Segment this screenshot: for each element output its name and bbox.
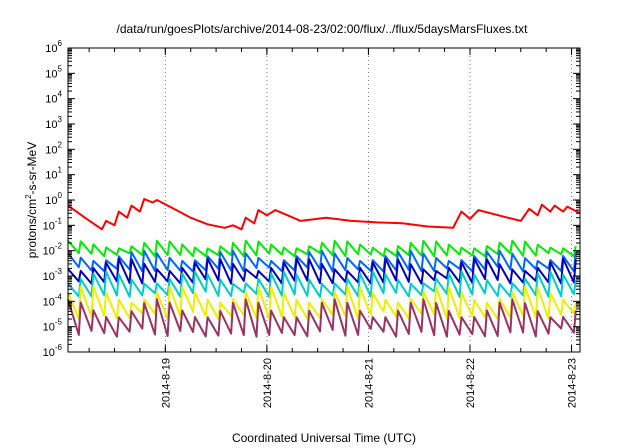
series-line — [67, 239, 577, 258]
x-tick-label: 2014-8-21 — [363, 358, 375, 408]
y-tick-label: 10-4 — [43, 292, 63, 308]
y-axis: 10-6 10-5 10-4 10-3 10-2 10-1 100 101 102 103 104 1… — [43, 39, 580, 359]
series-line — [67, 270, 577, 298]
y-tick-label: 10-2 — [43, 242, 63, 258]
series-line — [67, 257, 577, 285]
y-tick-label: 10-1 — [43, 216, 63, 232]
y-tick-label: 103 — [45, 115, 62, 131]
series-line — [67, 198, 581, 231]
y-tick-label: 101 — [45, 166, 62, 182]
x-tick-label: 2014-8-20 — [262, 358, 274, 408]
y-tick-label: 100 — [45, 191, 62, 207]
y-tick-label: 106 — [45, 39, 62, 55]
grid — [164, 48, 573, 352]
x-tick-label: 2014-8-22 — [465, 358, 477, 408]
y-tick-label: 105 — [45, 64, 62, 80]
x-tick-label: 2014-8-19 — [160, 358, 172, 408]
y-tick-label: 104 — [45, 90, 62, 106]
x-axis: 2014-8-19 2014-8-20 2014-8-21 2014-8-22 2014… — [88, 48, 579, 408]
y-tick-label: 10-3 — [43, 267, 63, 283]
y-tick-label: 10-6 — [43, 343, 63, 359]
y-tick-label: 10-5 — [43, 318, 63, 334]
x-tick-label: 2014-8-23 — [567, 358, 579, 408]
chart-title: /data/run/goesPlots/archive/2014-08-23/0… — [117, 22, 529, 36]
y-tick-label: 102 — [45, 140, 62, 156]
series-line — [67, 298, 577, 338]
series-layer — [67, 198, 581, 338]
series-line — [67, 249, 577, 273]
x-axis-label: Coordinated Universal Time (UTC) — [232, 431, 416, 445]
y-axis-label: protons/cm2-s-sr-MeV — [24, 142, 39, 258]
